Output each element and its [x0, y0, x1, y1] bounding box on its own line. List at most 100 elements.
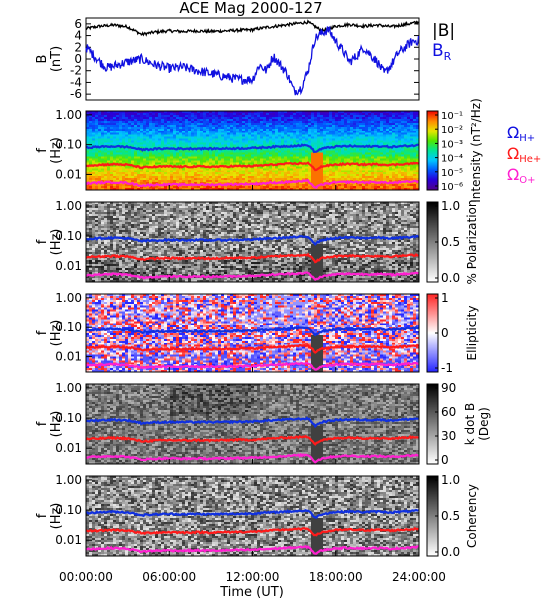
spectrogram-panels: 1.000.100.01f (Hz)10⁻¹10⁻²10⁻³10⁻⁴10⁻⁵10⁻… [35, 98, 491, 559]
spec-ylabel-top: f [35, 239, 50, 244]
spec-ytick-label: 1.00 [55, 381, 82, 395]
panel-intensity: 1.00 0.10 0.01 f (Hz) 10⁻¹ 10⁻² 10⁻³ 10⁻⁴ 10⁻⁵ 10⁻… [35, 98, 483, 203]
spec-ytick-label: 0.10 [55, 138, 82, 152]
x-axis-ticks: 00:00:00 06:00:00 12:00:00 18:00:00 24:00:00 [59, 570, 446, 584]
spec-ytick-label: 1.00 [55, 199, 82, 213]
colorbar-tick-label: 10⁻⁴ [441, 154, 463, 165]
spec-ylabel-bottom: (Hz) [49, 137, 64, 164]
colorbar-label-bottom: (Deg) [477, 407, 491, 441]
spec-ylabel-top: f [35, 513, 50, 518]
legend-he-sub: He+ [519, 154, 541, 165]
colorbar-label: Intensity (nT²/Hz) [469, 98, 483, 203]
legend-br-main: B [432, 41, 444, 61]
b-ytick-label: 4 [74, 29, 82, 43]
spec-ylabel-top: f [35, 330, 50, 335]
o-plus-gyro-line [86, 179, 419, 189]
colorbar-label-top: k dot B [463, 403, 477, 445]
spec-ytick-label: 0.01 [55, 441, 82, 455]
spec-ytick-label: 0.10 [55, 229, 82, 243]
legend-he-plus: ΩHe+ [507, 144, 541, 165]
colorbar-tick-label: 0.5 [441, 509, 460, 523]
o-plus-gyro-line [86, 271, 419, 281]
colorbar-tick-label: 0 [441, 453, 449, 467]
he-plus-gyro-line [86, 526, 419, 537]
colorbar [427, 294, 438, 372]
h-plus-gyro-line [86, 234, 419, 246]
spec-ytick-label: 1.00 [55, 291, 82, 305]
h-plus-gyro-line [86, 143, 419, 154]
panel-polarization: 1.00 0.10 0.01 f (Hz) 1.0 0.5 0.0 % Polarization [35, 199, 479, 285]
colorbar-tick-label: 10⁻⁵ [441, 168, 463, 179]
colorbar-frame [426, 383, 439, 465]
colorbar-tick-label: 1.0 [441, 473, 460, 487]
spec-ytick-label: 0.01 [55, 350, 82, 364]
legend-h-plus: ΩH+ [507, 123, 535, 144]
spectrogram-pixels [86, 111, 419, 190]
x-axis-label: Time (UT) [219, 585, 284, 600]
o-plus-gyro-line [86, 361, 419, 371]
legend-br: BR [432, 41, 452, 63]
b-ytick-label: -2 [70, 64, 82, 78]
spectrogram-image [86, 111, 419, 190]
spectrogram-image [86, 384, 419, 464]
colorbar [427, 476, 438, 556]
he-plus-gyro-line [86, 343, 419, 354]
he-plus-gyro-line [86, 252, 419, 264]
colorbar [427, 202, 438, 282]
spec-ylabel-top: f [35, 421, 50, 426]
h-plus-gyro-line [86, 416, 419, 429]
spec-ylabel-bottom: (Hz) [49, 229, 64, 256]
gyro-legend: ΩH+ ΩHe+ ΩO+ [507, 123, 541, 186]
colorbar-label: Coherency [465, 484, 479, 548]
colorbar-frame [426, 110, 439, 191]
he-plus-gyro-line [86, 434, 419, 446]
colorbar [427, 111, 438, 190]
panel-ellipticity: 1.00 0.10 0.01 f (Hz) 1 0 -1 Ellipticity [35, 291, 479, 375]
b-ytick-label: -6 [70, 87, 82, 101]
colorbar-tick-label: 60 [441, 405, 456, 419]
o-plus-gyro-line [86, 452, 419, 464]
spectrogram-image [86, 202, 419, 282]
colorbar-label: Ellipticity [465, 306, 479, 361]
colorbar-tick-label: 0 [441, 326, 449, 340]
h-plus-gyro-line [86, 325, 419, 337]
spec-ytick-label: 0.10 [55, 503, 82, 517]
legend-o-sub: O+ [519, 175, 535, 186]
colorbar-tick-label: 10⁻³ [441, 139, 463, 150]
b-ylabel-bottom: (nT) [49, 46, 64, 72]
spec-ylabel-bottom: (Hz) [49, 411, 64, 438]
colorbar-tick-label: 30 [441, 429, 456, 443]
colorbar-tick-label: 10⁻⁶ [441, 182, 463, 193]
o-plus-gyro-line [86, 545, 419, 555]
spec-ytick-label: 0.10 [55, 411, 82, 425]
colorbar-tick-label: 0.0 [441, 271, 460, 285]
figure-title: ACE Mag 2000-127 [179, 0, 322, 17]
br-line [85, 26, 420, 96]
colorbar-tick-label: 10⁻¹ [441, 111, 463, 122]
he-plus-gyro-line [86, 161, 419, 172]
x-tick-label: 24:00:00 [392, 570, 446, 584]
x-tick-label: 06:00:00 [142, 570, 196, 584]
panel-kdotb: 1.00 0.10 0.01 f (Hz) 90 60 30 0 k dot B (Deg) [35, 381, 491, 467]
spec-ylabel-bottom: (Hz) [49, 320, 64, 347]
spectrogram-pixels [86, 294, 419, 372]
legend-o-plus: ΩO+ [507, 165, 535, 186]
panel-coherency: 1.00 0.10 0.01 f (Hz) 1.0 0.5 0.0 Coherency [35, 473, 479, 559]
spec-ytick-label: 0.01 [55, 533, 82, 547]
colorbar-tick-label: 0.0 [441, 545, 460, 559]
h-plus-gyro-line [86, 508, 419, 519]
legend-he-main: Ω [507, 144, 519, 163]
b-ylabel-top: B [35, 55, 50, 64]
x-tick-label: 12:00:00 [226, 570, 280, 584]
b-ytick-label: 2 [74, 40, 82, 54]
colorbar-tick-label: -1 [441, 361, 453, 375]
legend-bmag: |B| [432, 21, 455, 41]
spec-ytick-label: 0.01 [55, 167, 82, 181]
x-tick-label: 18:00:00 [309, 570, 363, 584]
legend-h-main: Ω [507, 123, 519, 142]
colorbar-tick-label: 1 [441, 291, 449, 305]
spec-ytick-label: 0.10 [55, 320, 82, 334]
